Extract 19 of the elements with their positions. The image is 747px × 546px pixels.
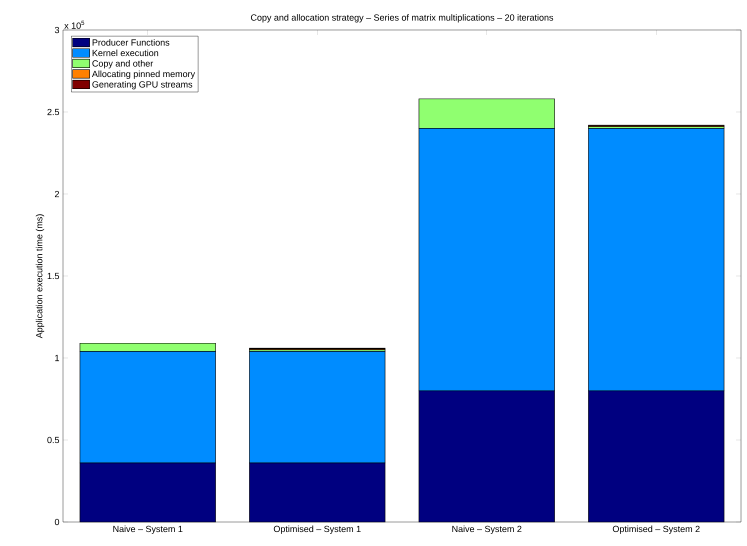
- y-tick-label: 2: [54, 190, 60, 198]
- y-tick-label: 0: [54, 518, 60, 526]
- y-tick-label: 0.5: [47, 436, 60, 444]
- y-tick-label: 1.5: [48, 272, 60, 280]
- y-tick-label: 2.5: [47, 108, 60, 116]
- y-tick-label: 3: [54, 26, 60, 34]
- x-tick-label: Optimised – System 2: [612, 526, 700, 534]
- legend-label: Allocating pinned memory: [92, 70, 196, 79]
- legend-label: Copy and other: [92, 60, 154, 68]
- y-tick-label: 1: [55, 354, 60, 362]
- legend-label: Producer Functions: [92, 39, 170, 46]
- x-tick-label: Optimised – System 1: [274, 526, 361, 534]
- legend-label: Generating GPU streams: [92, 81, 192, 90]
- x-tick-label: Naive – System 2: [452, 526, 522, 534]
- legend-label: Kernel execution: [92, 50, 158, 56]
- y-axis-title: Application execution time (ms): [36, 214, 44, 338]
- text: x 10$^{5}$: [64, 20, 84, 29]
- chart-title: Copy and allocation strategy – Series of matrix multiplications – 20 iterations: [250, 14, 554, 22]
- x-tick-label: Naive – System 1: [113, 526, 182, 534]
